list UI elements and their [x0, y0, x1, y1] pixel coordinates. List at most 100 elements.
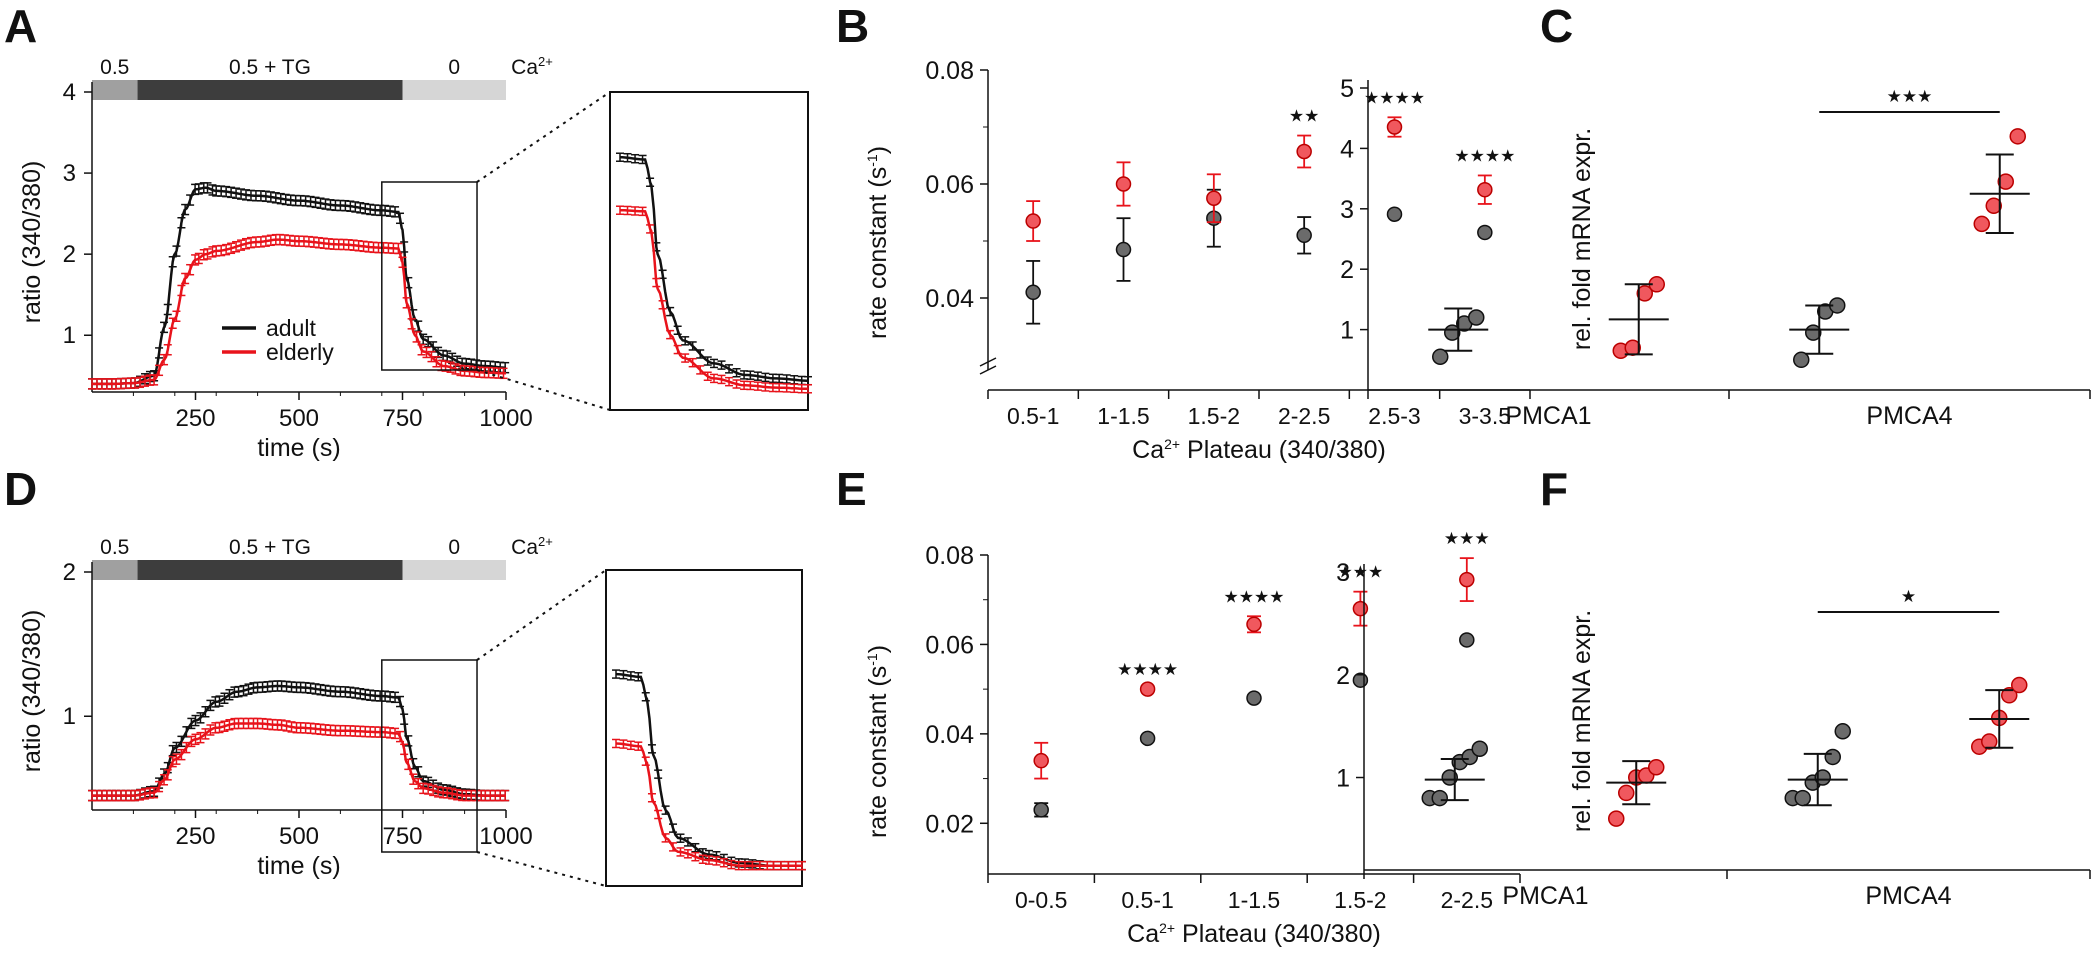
x-tick-label: 250 [175, 823, 215, 850]
x-tick-label: 500 [279, 823, 319, 850]
point-elderly [2011, 676, 2028, 694]
x-tick-label: PMCA4 [1865, 882, 1951, 910]
superscript: -1 [864, 154, 880, 167]
point-adult [1386, 206, 1403, 222]
panel-label-C: C [1540, 0, 1573, 52]
point-elderly [1477, 181, 1493, 198]
protocol-unit: Ca2+ [511, 534, 553, 559]
zoom-connector [476, 91, 611, 183]
x-tick-label: PMCA1 [1505, 402, 1591, 430]
y-tick-label: 3 [1336, 559, 1350, 587]
x-tick-label: 1-1.5 [1228, 887, 1280, 913]
point-elderly [1973, 215, 1990, 233]
y-tick-label: 1 [63, 703, 76, 730]
x-axis-label-rest: Plateau (340/380) [1180, 436, 1386, 464]
x-axis-label: time (s) [257, 852, 340, 880]
protocol-bar-segment [402, 560, 506, 580]
protocol-label: 0 [448, 56, 460, 79]
y-tick-label: 1 [1336, 765, 1350, 793]
significance-marker: ★★★★ [1117, 660, 1178, 679]
significance-marker: ★★★★ [1364, 88, 1425, 107]
panel-label-F: F [1540, 463, 1568, 515]
point-elderly [1981, 733, 1998, 750]
x-axis-label: time (s) [257, 434, 340, 462]
y-axis-label: rel. fold mRNA expr. [1568, 610, 1596, 832]
point-adult [1794, 789, 1811, 807]
legend-label-adult: adult [266, 315, 316, 341]
significance-marker: ★★★ [1444, 529, 1490, 548]
point-elderly [1296, 143, 1312, 160]
x-tick-label: 1.5-2 [1188, 403, 1240, 429]
protocol-bar-segment [402, 80, 506, 100]
protocol-bar-segment [137, 560, 403, 580]
axis-break [979, 365, 997, 375]
protocol-label: 0.5 + TG [229, 536, 311, 559]
x-tick-label: 1-1.5 [1097, 403, 1149, 429]
panel-label-E: E [836, 463, 867, 515]
y-tick-label: 2 [63, 241, 76, 268]
point-adult [1025, 284, 1041, 301]
point-elderly [1352, 600, 1369, 617]
x-tick-label: 750 [382, 405, 422, 432]
point-elderly [1608, 810, 1625, 827]
x-tick-label: 3-3.5 [1459, 403, 1511, 429]
superscript: 2+ [538, 54, 553, 69]
point-adult [1432, 348, 1449, 366]
superscript: 2+ [538, 534, 553, 549]
point-elderly [1115, 176, 1132, 192]
x-axis-label-rest: Plateau (340/380) [1175, 920, 1381, 948]
point-elderly [1139, 681, 1156, 697]
point-elderly [2001, 687, 2018, 704]
x-tick-label: 2-2.5 [1441, 887, 1493, 913]
y-tick-label: 1 [1340, 317, 1354, 345]
y-tick-label: 4 [63, 79, 76, 106]
x-tick-label: 1.5-2 [1334, 887, 1386, 913]
y-tick-label: 0.04 [925, 285, 974, 313]
y-tick-label: 0.08 [925, 542, 974, 570]
superscript: -1 [864, 653, 880, 666]
point-adult [1814, 769, 1831, 786]
x-tick-label: 250 [175, 405, 215, 432]
x-tick-label: 1000 [479, 823, 532, 850]
y-tick-label: 0.06 [925, 171, 974, 199]
y-tick-label: 3 [63, 160, 76, 187]
point-adult [1793, 351, 1810, 369]
y-tick-label: 2 [63, 559, 76, 586]
significance-marker: ★★★ [1887, 87, 1933, 106]
y-axis-label: rate constant (s-1) [864, 146, 892, 339]
point-elderly [1618, 784, 1635, 802]
protocol-unit: Ca2+ [511, 54, 553, 79]
y-tick-label: 0.04 [925, 721, 974, 749]
protocol-bar-segment [92, 80, 138, 100]
point-adult [1834, 723, 1851, 740]
protocol-label: 0 [448, 536, 460, 559]
point-adult [1431, 789, 1448, 807]
zoom-region-box [381, 181, 478, 371]
zoom-connector [476, 851, 607, 887]
point-elderly [1246, 616, 1262, 633]
zoom-connector [476, 369, 611, 411]
y-axis-label: ratio (340/380) [18, 610, 46, 773]
x-tick-label: 0-0.5 [1015, 887, 1067, 913]
point-adult [1824, 748, 1841, 766]
y-tick-label: 0.06 [925, 631, 974, 659]
point-adult [1115, 241, 1132, 258]
x-tick-label: 1000 [479, 405, 532, 432]
y-axis-label: rel. fold mRNA expr. [1568, 128, 1596, 350]
y-axis-label-rest: ) [864, 645, 892, 653]
point-elderly [1997, 173, 2014, 190]
point-adult [1459, 632, 1475, 648]
panel-label-D: D [4, 463, 37, 515]
point-adult [1468, 309, 1485, 326]
point-adult [1441, 769, 1458, 786]
superscript: 2+ [1164, 436, 1180, 452]
protocol-label: 0.5 [100, 56, 129, 79]
x-tick-label: 750 [382, 823, 422, 850]
point-elderly [1636, 285, 1653, 302]
y-tick-label: 1 [63, 322, 76, 349]
y-tick-label: 5 [1340, 75, 1354, 103]
y-tick-label: 0.08 [925, 57, 974, 85]
point-elderly [1025, 213, 1041, 229]
zoom-region-box [381, 659, 478, 853]
x-axis-label: Ca2+ Plateau (340/380) [1127, 920, 1381, 948]
